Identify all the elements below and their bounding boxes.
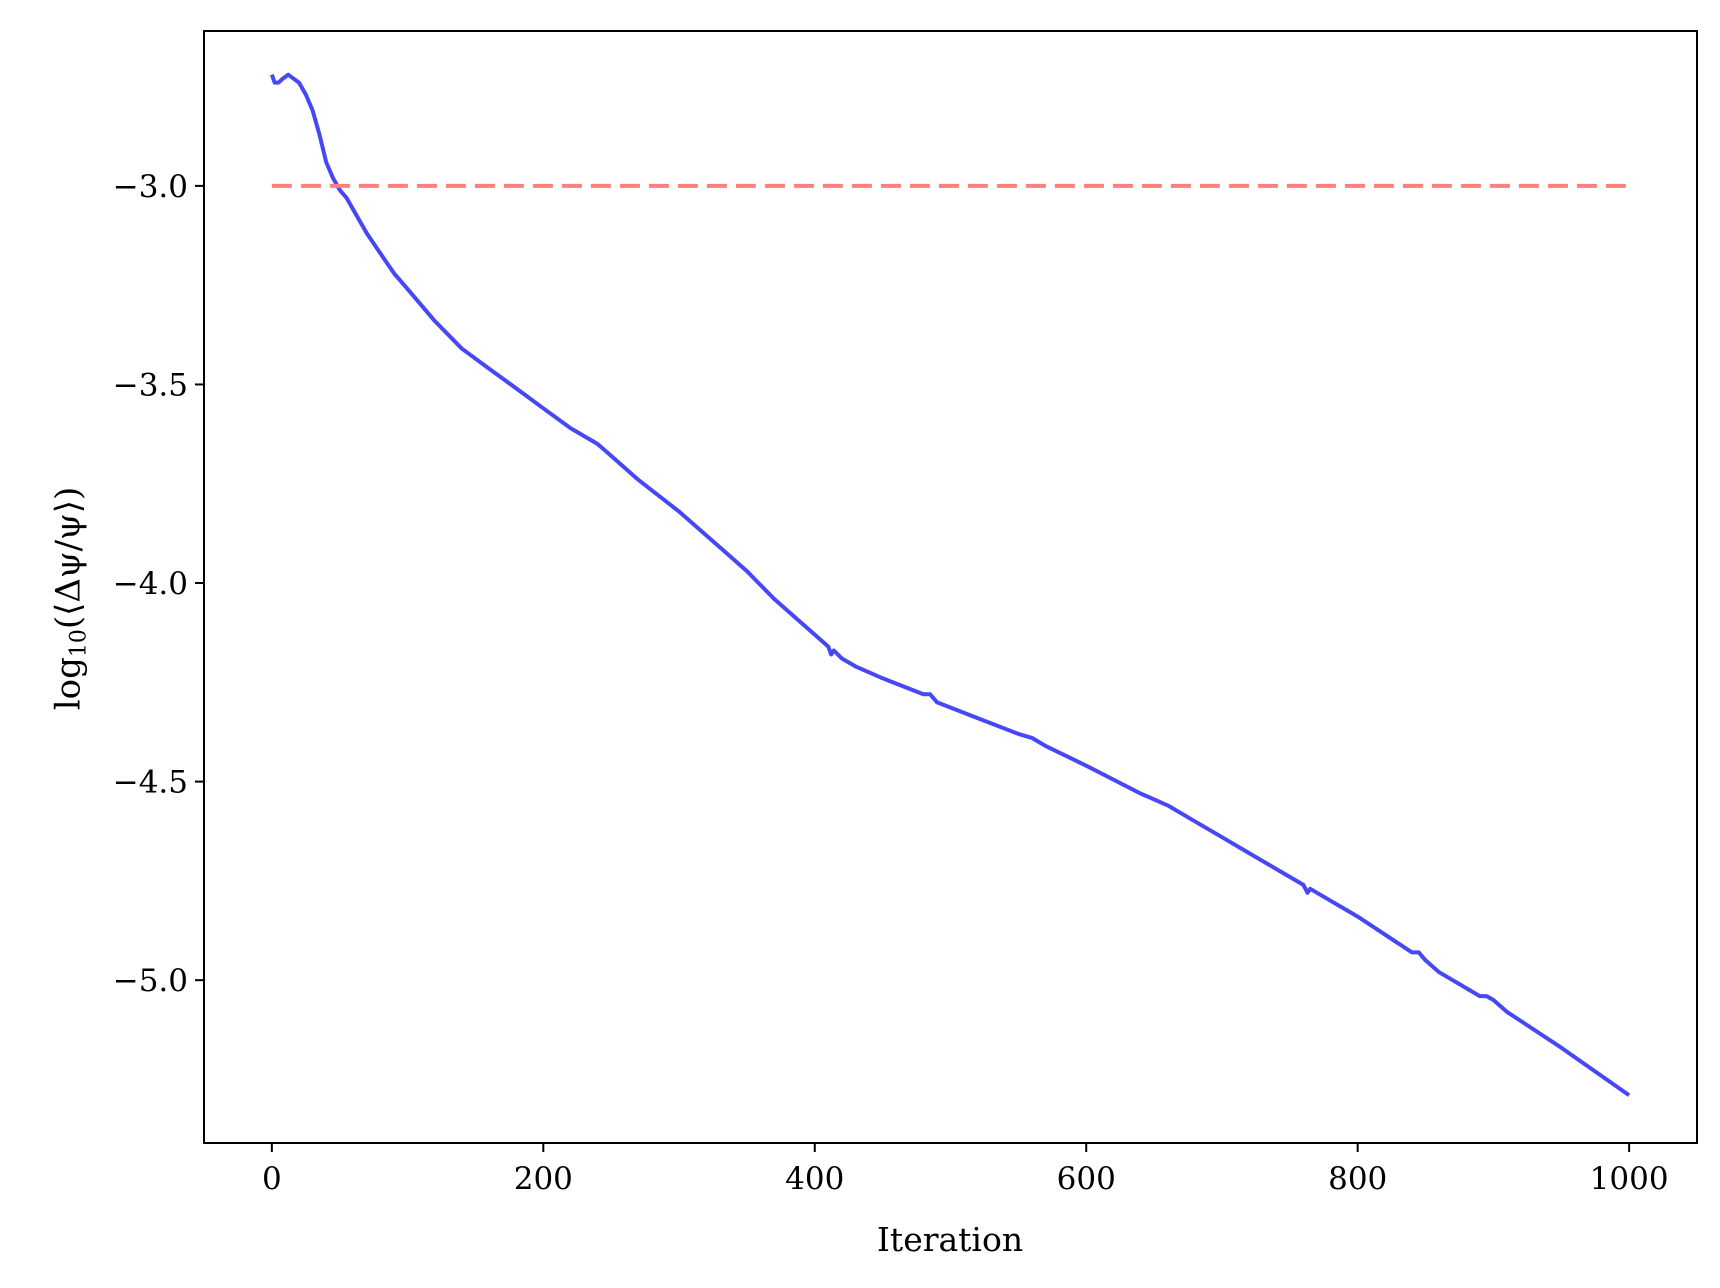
- x-axis-label: Iteration: [877, 1220, 1023, 1259]
- x-tick-label: 0: [262, 1161, 282, 1197]
- x-tick-label: 400: [785, 1161, 844, 1197]
- x-tick-label: 1000: [1590, 1161, 1669, 1197]
- axes-frame: [203, 30, 1698, 1144]
- y-tick-label: −5.0: [113, 963, 188, 999]
- y-axis-label-subscript: 10: [66, 629, 92, 658]
- x-tick-label: 600: [1057, 1161, 1116, 1197]
- y-axis-label-prefix: log: [48, 657, 89, 711]
- convergence-line: [270, 72, 1631, 1097]
- y-tick-label: −4.5: [113, 765, 188, 801]
- x-tick-label: 200: [514, 1161, 573, 1197]
- y-axis-label-body: (⟨Δψ/ψ⟩): [48, 486, 89, 630]
- y-tick-label: −4.0: [113, 566, 188, 602]
- y-tick-label: −3.0: [113, 169, 188, 205]
- y-tick-label: −3.5: [113, 367, 188, 403]
- y-axis-label: log10(⟨Δψ/ψ⟩): [49, 419, 92, 779]
- x-tick-label: 800: [1328, 1161, 1387, 1197]
